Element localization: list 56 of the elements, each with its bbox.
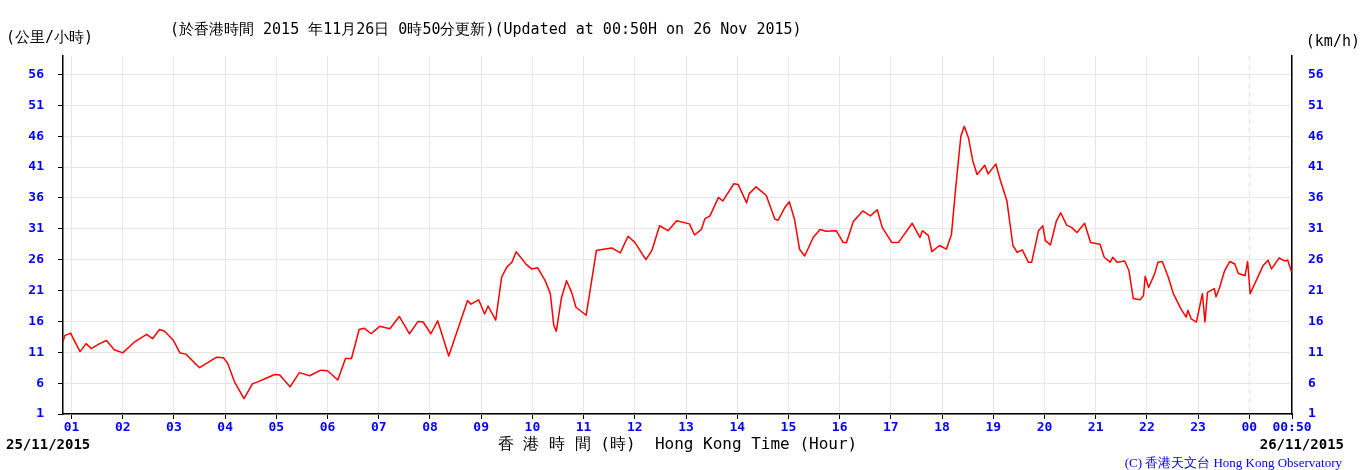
y2-tick-label: 51 <box>1308 96 1324 112</box>
y2-tick-label: 11 <box>1308 343 1324 359</box>
y-tick-label: 51 <box>28 96 45 112</box>
x-tick-label: 03 <box>166 419 182 435</box>
x-tick-label: 16 <box>831 419 848 435</box>
y2-tick-label: 46 <box>1308 127 1324 143</box>
x-tick-label: 08 <box>422 419 438 435</box>
x-tick-label: 10 <box>524 419 541 435</box>
x-tick-label: 05 <box>268 419 285 435</box>
x-tick-label: 21 <box>1087 419 1104 435</box>
x-tick-label: 11 <box>575 419 592 435</box>
text: (C) 香港天文台 Hong Kong Observatory <box>1124 455 1343 470</box>
x-tick-label: 09 <box>473 419 490 435</box>
y2-tick-label: 1 <box>1308 405 1316 421</box>
x-tick-label: 22 <box>1139 419 1155 435</box>
x-tick-label: 01 <box>63 419 80 435</box>
x-tick-label: 02 <box>114 419 131 435</box>
y-tick-label: 1 <box>36 405 45 421</box>
chart-title: (於香港時間 2015 年11月26日 0時50分更新)(Updated at 00:50H on 26 Nov 2015) <box>170 20 802 38</box>
x-tick-label: 17 <box>883 419 899 435</box>
y-tick-label: 21 <box>28 281 45 297</box>
y-tick-label: 46 <box>28 127 45 143</box>
y2-tick-label: 31 <box>1308 220 1324 236</box>
y-axis-title: (公里/小時) <box>6 28 94 46</box>
x-axis-title: 香 港 時 間 (時) Hong Kong Time (Hour) <box>497 434 858 453</box>
x-tick-label: 19 <box>985 419 1002 435</box>
y-tick-label: 36 <box>28 189 45 205</box>
y-tick-label: 41 <box>28 158 45 174</box>
x-tick-label: 00:50 <box>1272 419 1312 435</box>
y2-tick-label: 36 <box>1308 189 1324 205</box>
y-tick-label: 31 <box>28 220 45 236</box>
x-tick-label: 12 <box>627 419 643 435</box>
x-tick-label: 04 <box>217 419 234 435</box>
x-tick-label: 20 <box>1036 419 1053 435</box>
x-tick-label: 06 <box>319 419 336 435</box>
x-tick-label: 23 <box>1190 419 1206 435</box>
x-tick-label: 13 <box>678 419 694 435</box>
y-tick-label: 16 <box>28 312 45 328</box>
y2-tick-label: 26 <box>1308 251 1324 267</box>
y2-tick-label: 56 <box>1308 65 1324 81</box>
y2-tick-label: 41 <box>1308 158 1324 174</box>
text: 25/11/2015 <box>6 436 91 452</box>
x-tick-label: 00 <box>1241 419 1258 435</box>
y2-tick-label: 21 <box>1308 281 1324 297</box>
y-tick-label: 11 <box>28 343 45 359</box>
x-tick-label: 18 <box>934 419 951 435</box>
y-tick-label: 56 <box>28 65 45 81</box>
y2-tick-label: 16 <box>1308 312 1324 328</box>
x-tick-label: 07 <box>370 419 387 435</box>
text: 26/11/2015 <box>1259 436 1344 452</box>
x-tick-label: 14 <box>729 419 746 435</box>
x-tick-label: 15 <box>780 419 797 435</box>
y-tick-label: 6 <box>36 374 45 390</box>
y2-axis-title: (km/h) <box>1305 32 1360 50</box>
y2-tick-label: 6 <box>1308 374 1316 390</box>
y-tick-label: 26 <box>28 251 45 267</box>
